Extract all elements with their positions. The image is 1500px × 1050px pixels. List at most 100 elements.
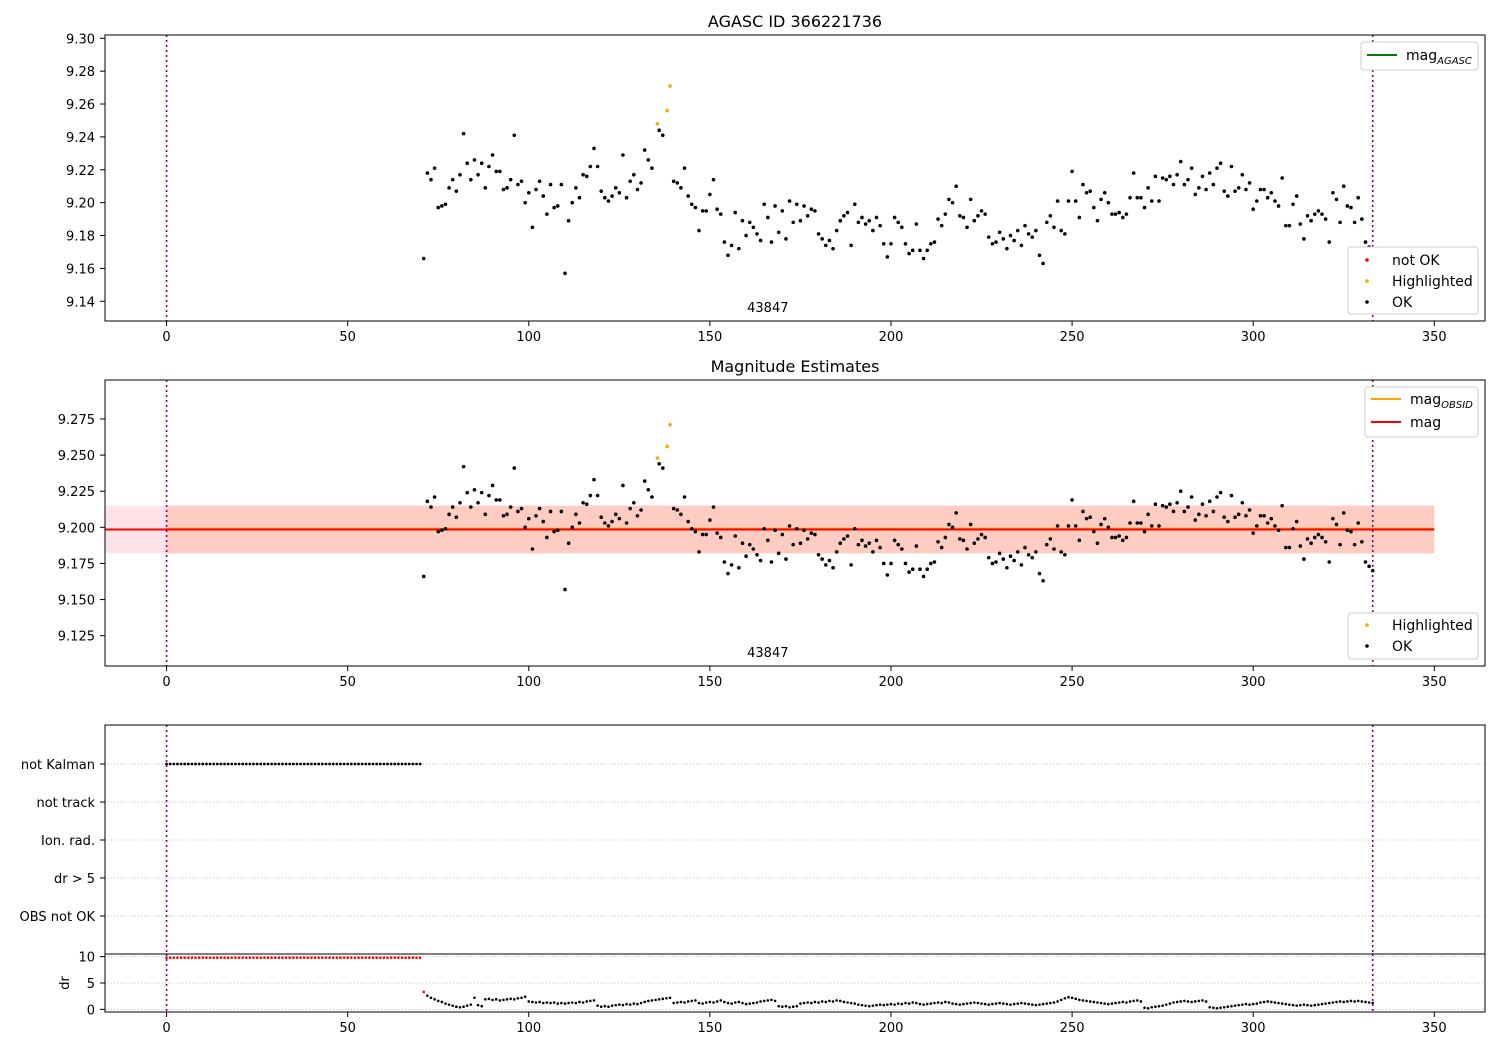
flag-point: [165, 762, 168, 766]
ok-point: [621, 153, 625, 157]
ok-point: [881, 561, 886, 566]
estimates-panel-title: Magnitude Estimates: [711, 357, 880, 376]
dr-point: [1197, 999, 1201, 1003]
ok-point: [733, 210, 738, 215]
highlighted-point: [665, 444, 669, 449]
ok-point: [885, 573, 890, 577]
dr-bad-point: [183, 956, 186, 959]
ok-point: [1168, 174, 1172, 179]
ok-point: [574, 186, 578, 190]
dr-point: [1193, 1000, 1197, 1003]
flag-point: [259, 762, 263, 766]
ok-point: [443, 526, 448, 531]
flag-point: [349, 762, 353, 766]
ok-point: [936, 217, 940, 221]
dr-point: [614, 1003, 618, 1007]
ok-point: [1265, 195, 1270, 200]
ok-point: [918, 567, 922, 572]
ok-point: [563, 587, 567, 592]
ok-point: [628, 506, 632, 511]
ok-point: [1240, 172, 1245, 177]
ok-point: [436, 205, 441, 210]
dr-point: [523, 995, 527, 999]
ok-point: [878, 223, 882, 228]
y-axis-tick-label: 9.16: [66, 262, 95, 277]
dr-point: [621, 1003, 625, 1007]
ok-point: [632, 500, 636, 505]
dr-bad-point: [411, 956, 415, 959]
dr-point: [1150, 1005, 1154, 1009]
dr-point: [983, 1002, 987, 1006]
dr-bad-point: [234, 956, 237, 959]
dr-point: [741, 1001, 744, 1005]
ok-point: [671, 179, 676, 184]
dr-point: [1161, 1004, 1164, 1007]
dr-point: [444, 1002, 447, 1005]
ok-point: [711, 177, 716, 182]
ok-point: [697, 550, 701, 554]
ok-point: [1197, 512, 1201, 517]
x-axis-tick-label: 100: [516, 675, 541, 690]
dr-point: [944, 1000, 947, 1004]
ok-point: [1168, 502, 1172, 507]
dr-point: [737, 1000, 741, 1004]
ok-point: [1367, 564, 1371, 569]
flag-point: [183, 762, 187, 766]
y-axis-tick-label: 9.30: [66, 32, 95, 47]
dr-point: [625, 1002, 628, 1006]
dr-bad-point: [306, 956, 310, 959]
ok-point: [1189, 495, 1194, 499]
ok-point: [592, 477, 596, 482]
flag-point: [368, 762, 371, 766]
ok-point: [1247, 181, 1252, 185]
ok-point: [1331, 190, 1335, 195]
dr-point: [465, 1004, 469, 1007]
ok-point: [856, 220, 861, 225]
ok-point: [1164, 177, 1169, 182]
ok-point: [1215, 166, 1219, 170]
dr-point: [447, 1003, 451, 1006]
ok-point: [1258, 187, 1263, 192]
ok-point: [1015, 228, 1020, 233]
dr-point: [1331, 1001, 1335, 1004]
dr-point: [516, 996, 520, 1000]
flag-point: [339, 762, 342, 766]
ok-point: [425, 499, 430, 504]
ok-point: [954, 184, 958, 189]
ok-point: [1175, 172, 1179, 177]
ok-point: [842, 214, 846, 218]
ok-point: [950, 525, 955, 530]
ok-point: [1063, 232, 1067, 236]
dr-bad-point: [310, 956, 313, 959]
x-axis-tick-label: 350: [1422, 330, 1447, 345]
ok-point: [737, 565, 741, 570]
dr-bad-point: [386, 956, 389, 959]
dr-point: [1320, 1002, 1324, 1006]
dr-point: [512, 998, 516, 1001]
ok-point: [1077, 215, 1082, 220]
flag-point: [415, 762, 418, 766]
ok-point: [566, 218, 571, 223]
dr-point: [781, 1005, 784, 1009]
ok-point: [1309, 218, 1313, 223]
ok-point: [479, 490, 484, 495]
ok-point: [1160, 503, 1165, 508]
flag-point: [407, 762, 411, 766]
dr-point: [451, 1004, 455, 1007]
ok-point: [693, 205, 698, 210]
dr-point: [1157, 1004, 1161, 1008]
dr-bad-point: [168, 956, 172, 959]
dr-point: [1143, 1006, 1146, 1010]
ok-point: [718, 535, 723, 540]
dr-point: [433, 998, 436, 1001]
ok-point: [914, 222, 919, 226]
ok-point: [1255, 199, 1259, 203]
dr-point: [589, 999, 592, 1003]
dr-point: [708, 1000, 712, 1004]
flag-point: [270, 762, 274, 766]
flag-point: [342, 762, 346, 766]
dr-point: [1179, 1000, 1183, 1003]
dr-point: [556, 1002, 560, 1005]
ok-point: [1226, 519, 1230, 524]
y-axis-tick-label: 9.14: [66, 295, 95, 310]
